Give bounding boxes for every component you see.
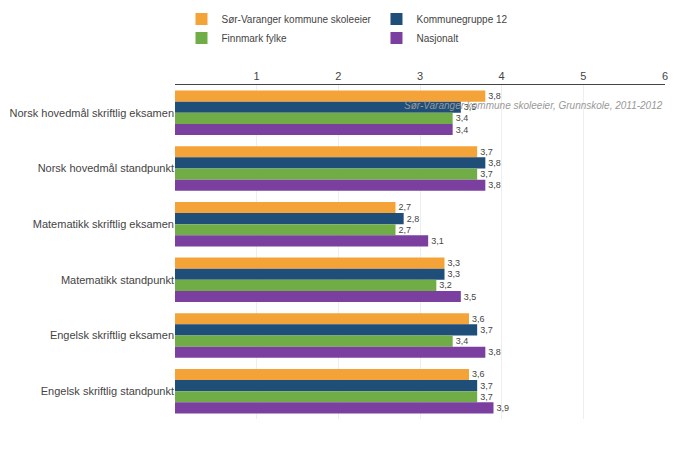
svg-text:3,4: 3,4 [456, 336, 469, 346]
svg-text:3,9: 3,9 [497, 403, 510, 413]
svg-text:Matematikk standpunkt: Matematikk standpunkt [61, 274, 174, 286]
svg-text:3,4: 3,4 [456, 125, 469, 135]
svg-text:2,8: 2,8 [407, 214, 420, 224]
svg-text:Engelsk skriftlig eksamen: Engelsk skriftlig eksamen [50, 329, 174, 341]
svg-text:Sør-Varanger kommune skoleeier: Sør-Varanger kommune skoleeier, Grunnsko… [404, 100, 663, 111]
svg-text:2,7: 2,7 [399, 225, 412, 235]
svg-text:Nasjonalt: Nasjonalt [416, 33, 458, 44]
svg-text:3,7: 3,7 [480, 325, 493, 335]
svg-text:Engelsk skriftlig standpunkt: Engelsk skriftlig standpunkt [41, 385, 174, 397]
svg-text:5: 5 [580, 70, 586, 82]
svg-text:Matematikk skriftlig eksamen: Matematikk skriftlig eksamen [33, 218, 174, 230]
svg-text:6: 6 [662, 70, 668, 82]
svg-text:Kommunegruppe 12: Kommunegruppe 12 [416, 14, 507, 25]
svg-text:2,7: 2,7 [399, 202, 412, 212]
svg-text:3,8: 3,8 [488, 91, 501, 101]
svg-text:3,8: 3,8 [488, 158, 501, 168]
svg-text:1: 1 [254, 70, 260, 82]
svg-text:3,7: 3,7 [480, 392, 493, 402]
svg-text:Sør-Varanger kommune skoleeier: Sør-Varanger kommune skoleeier [222, 14, 372, 25]
svg-text:2: 2 [335, 70, 341, 82]
svg-text:3,1: 3,1 [431, 236, 444, 246]
svg-text:3,7: 3,7 [480, 381, 493, 391]
svg-text:3,8: 3,8 [488, 347, 501, 357]
svg-text:3,7: 3,7 [480, 169, 493, 179]
svg-text:Norsk hovedmål standpunkt: Norsk hovedmål standpunkt [38, 162, 174, 174]
svg-text:3,3: 3,3 [448, 269, 461, 279]
svg-text:3,2: 3,2 [439, 280, 452, 290]
svg-text:Norsk hovedmål skriftlig eksam: Norsk hovedmål skriftlig eksamen [10, 107, 174, 119]
svg-text:3,5: 3,5 [464, 292, 477, 302]
svg-text:Finnmark fylke: Finnmark fylke [222, 33, 287, 44]
svg-text:3,7: 3,7 [480, 147, 493, 157]
svg-text:4: 4 [499, 70, 505, 82]
svg-text:3: 3 [417, 70, 423, 82]
svg-text:3,4: 3,4 [456, 113, 469, 123]
svg-text:3,3: 3,3 [448, 258, 461, 268]
svg-text:3,6: 3,6 [472, 369, 485, 379]
svg-text:3,8: 3,8 [488, 180, 501, 190]
svg-text:3,6: 3,6 [472, 314, 485, 324]
svg-text:3,5: 3,5 [464, 102, 477, 112]
